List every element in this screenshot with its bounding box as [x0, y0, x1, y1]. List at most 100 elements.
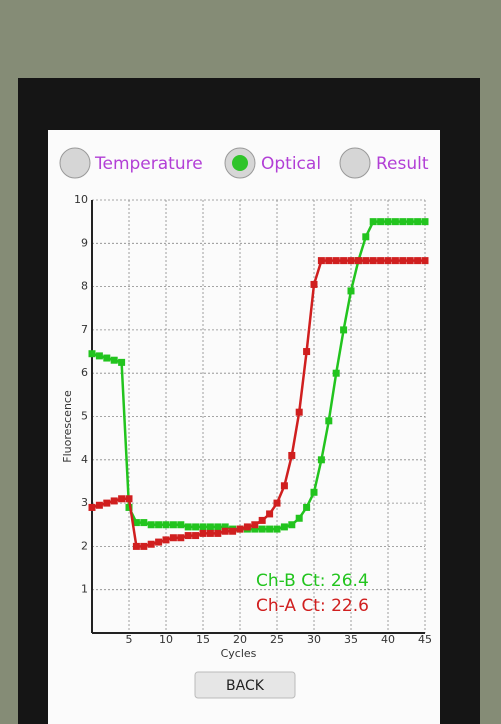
- tab-label[interactable]: Temperature: [94, 154, 203, 174]
- marker: [296, 409, 303, 416]
- marker: [185, 523, 192, 530]
- page: {"tabs": ["Temperature", "Optical", "Res…: [0, 0, 501, 724]
- button-label[interactable]: BACK: [226, 678, 265, 694]
- marker: [155, 539, 162, 546]
- x-tick-label: 35: [344, 633, 358, 646]
- marker: [325, 257, 332, 264]
- marker: [392, 218, 399, 225]
- x-tick-label: 5: [126, 633, 133, 646]
- marker: [259, 517, 266, 524]
- annotation: Ch-B Ct: 26.4: [256, 571, 369, 591]
- radio-dot: [232, 155, 248, 171]
- marker: [148, 521, 155, 528]
- marker: [237, 526, 244, 533]
- x-tick-label: 45: [418, 633, 432, 646]
- marker: [177, 534, 184, 541]
- marker: [333, 257, 340, 264]
- y-tick-label: 3: [81, 496, 88, 509]
- marker: [155, 521, 162, 528]
- y-axis-label: Fluorescence: [61, 390, 74, 463]
- marker: [362, 233, 369, 240]
- tab-label[interactable]: Result: [376, 154, 429, 174]
- marker: [303, 504, 310, 511]
- marker: [355, 257, 362, 264]
- y-tick-label: 10: [74, 193, 88, 206]
- marker: [244, 523, 251, 530]
- marker: [148, 541, 155, 548]
- marker: [103, 500, 110, 507]
- marker: [251, 521, 258, 528]
- marker: [89, 504, 96, 511]
- marker: [266, 510, 273, 517]
- marker: [207, 523, 214, 530]
- marker: [163, 521, 170, 528]
- radio[interactable]: [340, 148, 370, 178]
- x-tick-label: 15: [196, 633, 210, 646]
- marker: [200, 523, 207, 530]
- marker: [288, 452, 295, 459]
- marker: [222, 528, 229, 535]
- marker: [266, 526, 273, 533]
- marker: [126, 495, 133, 502]
- marker: [399, 218, 406, 225]
- marker: [385, 218, 392, 225]
- marker: [214, 530, 221, 537]
- marker: [207, 530, 214, 537]
- x-tick-label: 30: [307, 633, 321, 646]
- x-tick-label: 10: [159, 633, 173, 646]
- marker: [348, 257, 355, 264]
- y-tick-label: 2: [81, 539, 88, 552]
- marker: [185, 532, 192, 539]
- marker: [370, 257, 377, 264]
- photo: Temperature Optical Result BACK 5 10 15 20 2…: [0, 0, 501, 724]
- marker: [111, 497, 118, 504]
- marker: [281, 523, 288, 530]
- y-tick-label: 1: [81, 583, 88, 596]
- y-tick-label: 9: [81, 236, 88, 249]
- marker: [362, 257, 369, 264]
- marker: [407, 257, 414, 264]
- marker: [296, 515, 303, 522]
- marker: [133, 543, 140, 550]
- marker: [414, 218, 421, 225]
- marker: [399, 257, 406, 264]
- marker: [340, 257, 347, 264]
- radio[interactable]: [60, 148, 90, 178]
- marker: [422, 257, 429, 264]
- marker: [288, 521, 295, 528]
- marker: [192, 523, 199, 530]
- x-axis-label: Cycles: [221, 647, 257, 660]
- marker: [281, 482, 288, 489]
- marker: [96, 352, 103, 359]
- marker: [407, 218, 414, 225]
- y-tick-label: 8: [81, 280, 88, 293]
- marker: [170, 521, 177, 528]
- marker: [96, 502, 103, 509]
- x-tick-label: 40: [381, 633, 395, 646]
- x-tick-label: 20: [233, 633, 247, 646]
- marker: [385, 257, 392, 264]
- y-tick-label: 4: [81, 453, 88, 466]
- marker: [348, 287, 355, 294]
- marker: [377, 218, 384, 225]
- marker: [274, 500, 281, 507]
- marker: [392, 257, 399, 264]
- marker: [422, 218, 429, 225]
- tab-label[interactable]: Optical: [261, 154, 321, 174]
- marker: [377, 257, 384, 264]
- marker: [311, 281, 318, 288]
- marker: [140, 519, 147, 526]
- marker: [303, 348, 310, 355]
- marker: [370, 218, 377, 225]
- marker: [214, 523, 221, 530]
- marker: [229, 528, 236, 535]
- y-tick-label: 6: [81, 366, 88, 379]
- marker: [118, 495, 125, 502]
- x-tick-label: 25: [270, 633, 284, 646]
- marker: [340, 326, 347, 333]
- marker: [118, 359, 125, 366]
- marker: [103, 355, 110, 362]
- marker: [414, 257, 421, 264]
- marker: [333, 370, 340, 377]
- y-tick-label: 7: [81, 323, 88, 336]
